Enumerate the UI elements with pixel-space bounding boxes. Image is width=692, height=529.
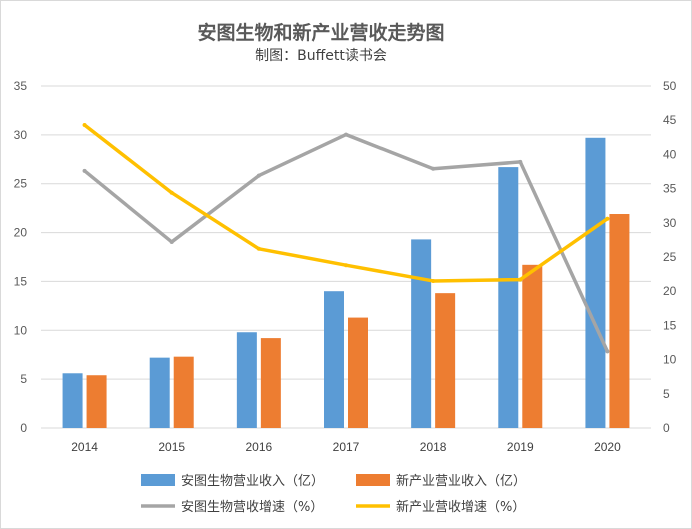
bar-series xyxy=(62,137,630,429)
right-tick-label: 25 xyxy=(663,250,677,264)
right-tick-label: 0 xyxy=(663,421,670,435)
x-tick-label: 2020 xyxy=(594,440,621,454)
data-point xyxy=(256,246,261,251)
x-tick-label: 2016 xyxy=(246,440,273,454)
x-tick-label: 2015 xyxy=(158,440,185,454)
bar xyxy=(609,214,630,428)
left-tick-label: 0 xyxy=(20,421,27,435)
bar xyxy=(585,137,606,428)
bar xyxy=(260,338,281,428)
legend-swatch xyxy=(141,474,175,486)
data-point xyxy=(169,190,174,195)
left-tick-label: 10 xyxy=(14,323,28,337)
legend-label: 新产业营收增速（%） xyxy=(396,499,525,515)
left-tick-label: 20 xyxy=(14,226,28,240)
right-tick-label: 20 xyxy=(663,284,677,298)
left-tick-label: 25 xyxy=(14,177,28,191)
data-point xyxy=(431,166,436,171)
data-point xyxy=(169,239,174,244)
data-point xyxy=(518,277,523,282)
right-tick-label: 40 xyxy=(663,147,677,161)
data-point xyxy=(82,122,87,127)
data-point xyxy=(605,349,610,354)
bar xyxy=(62,373,83,428)
legend: 安图生物营业收入（亿） 新产业营业收入（亿） 安图生物营收增速（%） 新产业营收增速（… xyxy=(141,473,526,515)
left-tick-label: 15 xyxy=(14,274,28,288)
x-tick-label: 2017 xyxy=(333,440,360,454)
right-tick-label: 30 xyxy=(663,216,677,230)
bar xyxy=(149,357,170,428)
line-series xyxy=(82,122,610,354)
series-line xyxy=(82,123,610,283)
x-tick-label: 2014 xyxy=(71,440,98,454)
legend-swatch xyxy=(356,474,390,486)
left-axis: 0 5 10 15 20 25 30 35 xyxy=(14,79,28,435)
x-tick-label: 2018 xyxy=(420,440,447,454)
legend-label: 安图生物营收增速（%） xyxy=(181,500,323,515)
data-point xyxy=(82,168,87,173)
right-tick-label: 5 xyxy=(663,387,670,401)
bar xyxy=(522,264,543,428)
right-tick-label: 50 xyxy=(663,79,677,93)
gridlines xyxy=(41,85,651,429)
left-tick-label: 5 xyxy=(20,372,27,386)
x-axis: 2014 2015 2016 2017 2018 2019 2020 xyxy=(71,440,621,454)
left-tick-label: 30 xyxy=(14,128,28,142)
legend-label: 新产业营业收入（亿） xyxy=(396,473,526,489)
bar xyxy=(236,332,257,428)
bar xyxy=(411,239,432,428)
legend-label: 安图生物营业收入（亿） xyxy=(181,474,324,489)
x-tick-label: 2019 xyxy=(507,440,534,454)
data-point xyxy=(256,173,261,178)
right-tick-label: 35 xyxy=(663,182,677,196)
chart-title: 安图生物和新产业营收走势图 xyxy=(197,21,444,44)
bar xyxy=(348,317,368,428)
bar xyxy=(435,293,456,428)
right-tick-label: 45 xyxy=(663,113,677,127)
right-tick-label: 15 xyxy=(663,318,677,332)
data-point xyxy=(518,159,523,164)
bar xyxy=(498,167,519,429)
chart-subtitle: 制图：Buffett读书会 xyxy=(255,47,387,64)
data-point xyxy=(344,132,348,137)
bar xyxy=(173,356,194,428)
right-tick-label: 10 xyxy=(663,353,677,367)
bar xyxy=(324,291,344,428)
data-point xyxy=(344,263,348,268)
bar xyxy=(86,375,107,428)
data-point xyxy=(431,278,436,283)
right-axis: 0 5 10 15 20 25 30 35 40 45 50 xyxy=(663,79,677,435)
data-point xyxy=(605,216,610,221)
left-tick-label: 35 xyxy=(14,79,28,93)
